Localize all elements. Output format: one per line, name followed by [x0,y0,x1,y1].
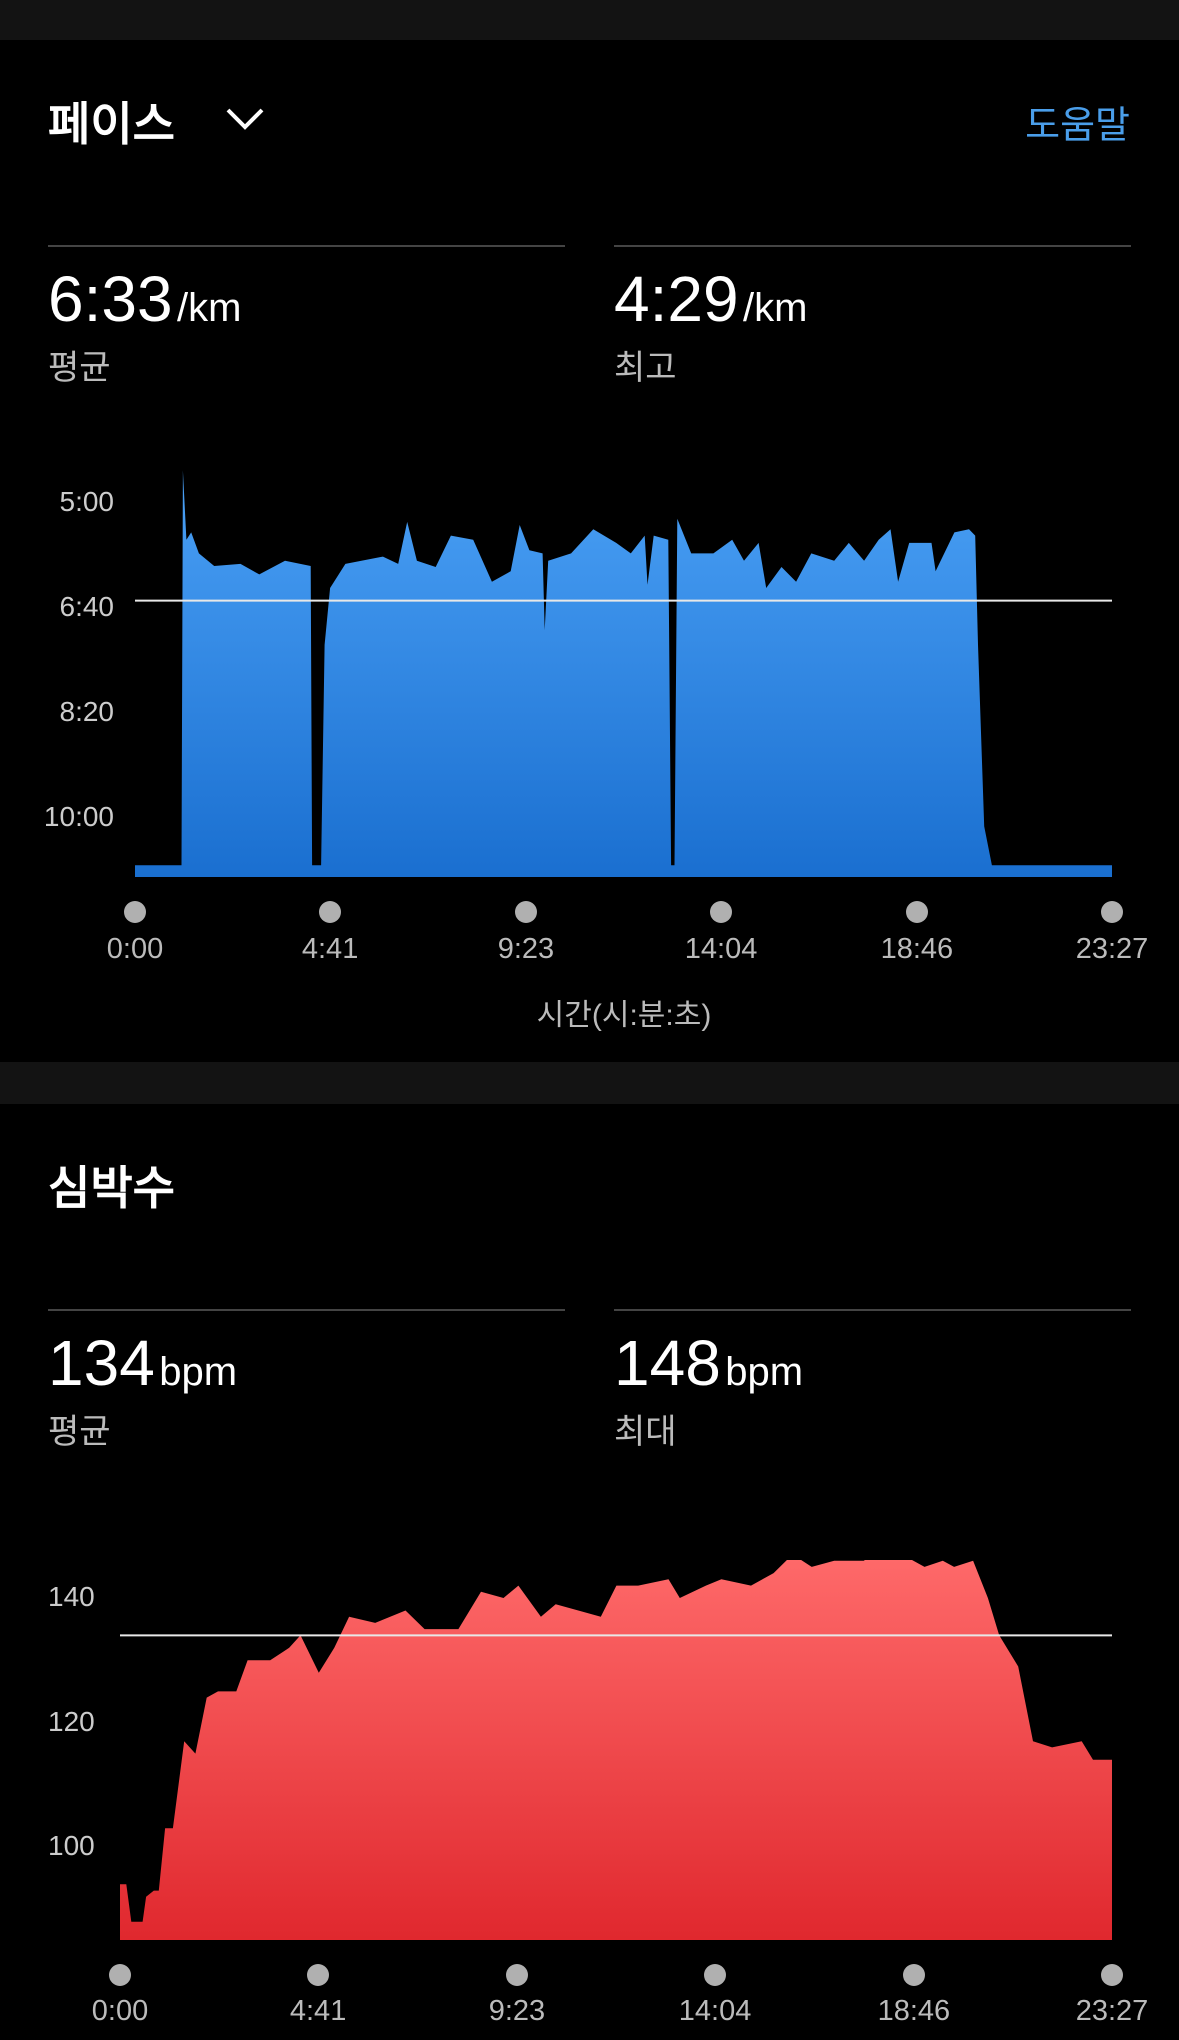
heart-rate-title: 심박수 [48,1162,175,1214]
x-tick-label: 18:46 [877,1995,951,2027]
x-tick-label: 0:00 [106,933,164,965]
stat-value: 4:29 [614,263,739,335]
x-tick-label: 9:23 [488,1995,546,2027]
chevron-down-icon [226,108,264,130]
y-tick-label: 140 [48,1581,95,1612]
y-tick-label: 120 [48,1705,95,1737]
x-tick-label: 23:27 [1075,933,1149,965]
x-tick-label: 14:04 [678,1995,752,2027]
divider [614,245,1131,247]
y-tick-label: 5:00 [59,486,115,517]
top-bar [0,0,1179,40]
divider [48,245,565,247]
x-tick-dot [1101,901,1123,923]
stat-label: 최고 [614,349,677,387]
stat-label: 평균 [48,1413,111,1451]
divider [48,1309,565,1311]
y-tick-label: 10:00 [43,801,114,832]
x-tick-label: 23:27 [1075,1995,1149,2027]
stat-label: 최대 [614,1413,677,1451]
x-axis-title: 시간(시:분:초) [536,999,712,1032]
x-tick-dot [319,901,342,923]
stat-value: 148 [614,1327,721,1399]
y-tick-label: 100 [48,1830,95,1861]
stat-label: 평균 [48,349,111,387]
y-tick-label: 6:40 [59,591,115,622]
stat-value: 134 [48,1327,155,1399]
divider [614,1309,1131,1311]
pace-title: 페이스 [48,98,175,150]
data-area [135,470,1112,877]
section-separator [0,1062,1179,1104]
stat-unit: bpm [159,1350,238,1394]
x-tick-dot [307,1964,330,1986]
help-link[interactable]: 도움말 [1025,105,1130,147]
hr-average-stat: 134 bpm [48,1326,237,1400]
x-tick-dot [902,1964,925,1986]
x-tick-dot [905,901,928,923]
heart-rate-chart[interactable] [0,1560,1179,1960]
hr-max-stat: 148 bpm [614,1326,803,1400]
x-tick-dot [514,901,537,923]
x-tick-dot [124,901,146,923]
x-tick-label: 0:00 [91,1995,149,2027]
y-tick-label: 8:20 [59,696,115,727]
stat-unit: /km [743,286,808,330]
pace-dropdown-button[interactable] [222,100,268,140]
x-tick-dot [109,1964,131,1986]
stat-unit: /km [177,286,242,330]
x-tick-dot [505,1964,528,1986]
x-tick-dot [704,1964,727,1986]
x-tick-dot [710,901,733,923]
stat-unit: bpm [725,1350,804,1394]
pace-chart[interactable] [0,470,1179,890]
x-tick-label: 9:23 [497,933,555,965]
x-tick-label: 4:41 [289,1995,347,2027]
data-area [120,1560,1112,1940]
x-tick-label: 4:41 [301,933,359,965]
pace-average-stat: 6:33 /km [48,262,241,336]
stat-value: 6:33 [48,263,173,335]
x-tick-label: 18:46 [880,933,954,965]
pace-best-stat: 4:29 /km [614,262,807,336]
x-tick-label: 14:04 [684,933,758,965]
x-tick-dot [1101,1964,1123,1986]
